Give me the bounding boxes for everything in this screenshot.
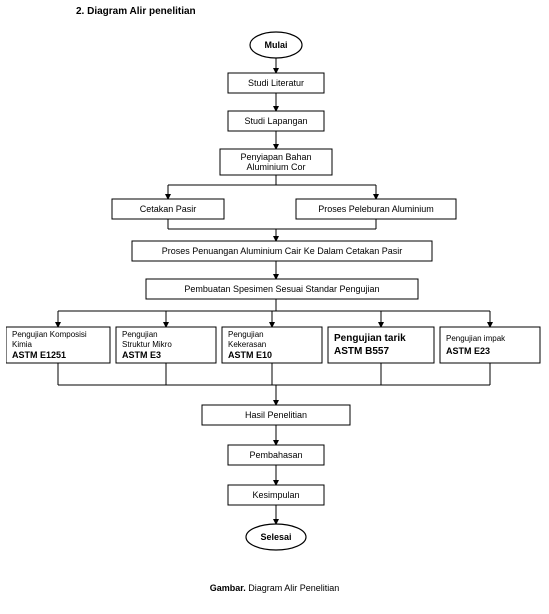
node-t3-l1: Pengujian bbox=[228, 330, 264, 339]
node-t3-l3: ASTM E10 bbox=[228, 350, 272, 360]
node-penyiapan-l2: Aluminium Cor bbox=[246, 162, 305, 172]
node-start-label: Mulai bbox=[264, 40, 287, 50]
node-pembuatan-spesimen-label: Pembuatan Spesimen Sesuai Standar Penguj… bbox=[184, 284, 379, 294]
node-cetakan-pasir-label: Cetakan Pasir bbox=[140, 204, 197, 214]
node-penuangan-label: Proses Penuangan Aluminium Cair Ke Dalam… bbox=[162, 246, 403, 256]
figure-caption: Gambar. Diagram Alir Penelitian bbox=[6, 583, 543, 593]
node-t5-l2: ASTM E23 bbox=[446, 346, 490, 356]
node-t1-l1: Pengujian Komposisi bbox=[12, 330, 87, 339]
caption-text: Diagram Alir Penelitian bbox=[248, 583, 339, 593]
node-t1-l2: Kimia bbox=[12, 340, 33, 349]
node-t3-l2: Kekerasan bbox=[228, 340, 266, 349]
node-t4-l1: Pengujian tarik bbox=[334, 333, 406, 344]
section-heading: 2. Diagram Alir penelitian bbox=[76, 6, 543, 17]
node-t4-l2: ASTM B557 bbox=[334, 346, 389, 357]
node-studi-lapangan-label: Studi Lapangan bbox=[244, 116, 307, 126]
node-t2-l3: ASTM E3 bbox=[122, 350, 161, 360]
node-t1-l3: ASTM E1251 bbox=[12, 350, 66, 360]
node-test-impak bbox=[440, 327, 540, 363]
node-end-label: Selesai bbox=[260, 532, 291, 542]
node-studi-literatur-label: Studi Literatur bbox=[248, 78, 304, 88]
caption-prefix: Gambar. bbox=[210, 583, 246, 593]
node-hasil-label: Hasil Penelitian bbox=[245, 410, 307, 420]
flowchart: Mulai Studi Literatur Studi Lapangan Pen… bbox=[6, 25, 543, 555]
node-peleburan-label: Proses Peleburan Aluminium bbox=[318, 204, 434, 214]
node-t2-l2: Struktur Mikro bbox=[122, 340, 172, 349]
node-t5-l1: Pengujian impak bbox=[446, 334, 506, 343]
node-kesimpulan-label: Kesimpulan bbox=[252, 490, 299, 500]
node-t2-l1: Pengujian bbox=[122, 330, 158, 339]
node-penyiapan-l1: Penyiapan Bahan bbox=[240, 152, 311, 162]
node-pembahasan-label: Pembahasan bbox=[249, 450, 302, 460]
